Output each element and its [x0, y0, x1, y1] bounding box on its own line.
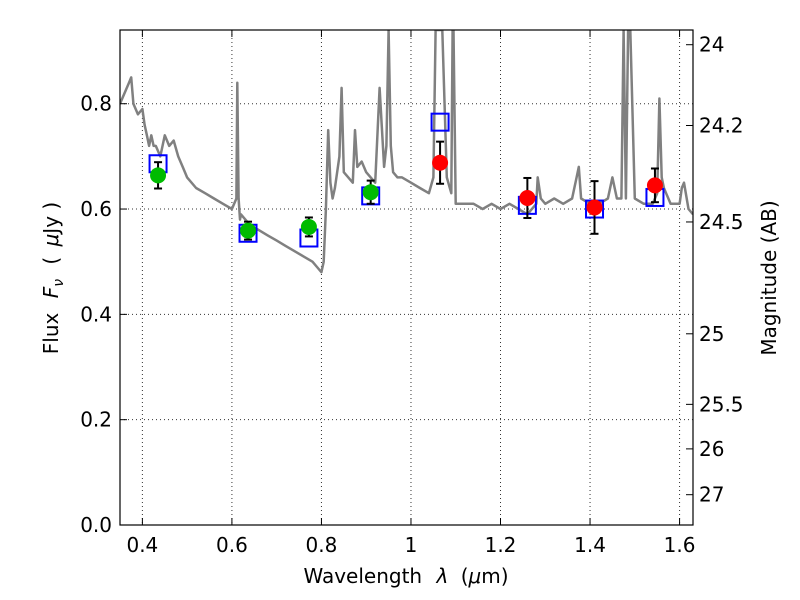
plot-frame — [119, 29, 694, 526]
y2-axis-label: Magnitude (AB) — [757, 200, 781, 355]
red-photometry-point — [586, 199, 603, 216]
x-tick-label: 1.4 — [574, 533, 606, 557]
x-tick-label: 0.4 — [126, 533, 158, 557]
grid — [120, 30, 693, 525]
y2-tick-label: 26 — [699, 437, 724, 461]
x-axis-label: Wavelength λ (μm) — [303, 564, 508, 588]
red-photometry-point — [519, 189, 536, 206]
green-photometry-point — [240, 222, 257, 239]
model-flux-square — [430, 112, 450, 132]
plot-background — [120, 30, 693, 525]
y2-tick-label: 25.5 — [699, 392, 744, 416]
data-layer — [120, 30, 693, 274]
x-tick-label: 1.2 — [485, 533, 517, 557]
x-tick-label: 1 — [405, 533, 418, 557]
y-tick-label: 0.8 — [80, 92, 112, 116]
green-photometry-point — [300, 218, 317, 235]
y2-tick-label: 24.5 — [699, 210, 744, 234]
y2-tick-label: 24 — [699, 33, 724, 57]
y2-tick-label: 27 — [699, 483, 724, 507]
green-photometry-point — [150, 167, 167, 184]
green-photometry-point — [362, 184, 379, 201]
y-tick-label: 0.0 — [80, 513, 112, 537]
y2-tick-label: 25 — [699, 322, 724, 346]
red-photometry-point — [646, 177, 663, 194]
x-tick-label: 0.6 — [216, 533, 248, 557]
y-axis-label: Flux Fν ( μJy ) — [39, 202, 68, 354]
x-tick-label: 0.8 — [306, 533, 338, 557]
x-tick-label: 1.6 — [664, 533, 696, 557]
axes: 0.4 0.6 0.8 1 1.2 1.4 1.6 0.0 0.2 0.4 0.6 0.8 24 24.2… — [80, 30, 744, 557]
y-tick-label: 0.6 — [80, 197, 112, 221]
y2-tick-label: 24.2 — [699, 114, 744, 138]
y-tick-label: 0.4 — [80, 302, 112, 326]
template-spectrum-line — [120, 30, 693, 274]
red-photometry-point — [432, 154, 449, 171]
y-tick-label: 0.2 — [80, 408, 112, 432]
